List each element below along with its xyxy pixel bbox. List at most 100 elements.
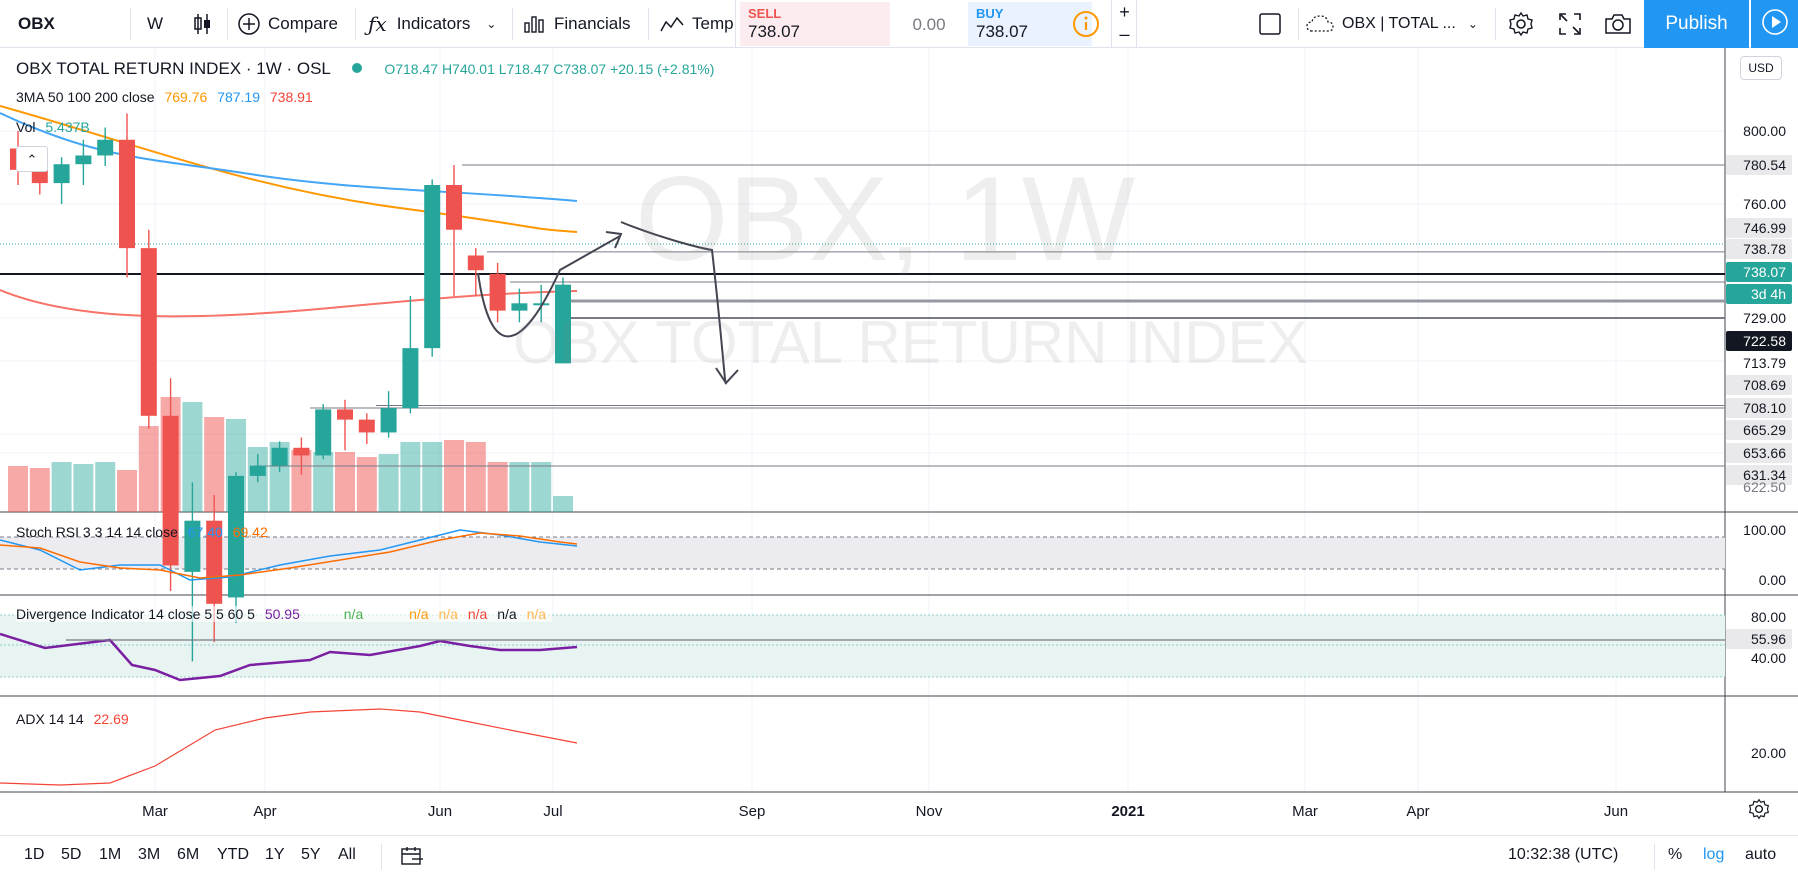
ma50-line (0, 105, 578, 233)
volume-bar (95, 462, 116, 512)
snapshot-button[interactable] (1604, 0, 1632, 48)
candle-body (140, 248, 157, 416)
candle-body (293, 447, 310, 456)
time-label: Mar (1292, 803, 1318, 820)
vol-value: 5.437B (45, 119, 90, 135)
goto-date-button[interactable] (400, 846, 424, 871)
plus-icon[interactable]: + (1119, 2, 1130, 22)
drawings (477, 221, 739, 385)
time-label: Apr (253, 803, 277, 820)
div-na-value: n/a (438, 606, 458, 622)
sell-button[interactable]: SELL 738.07 (740, 2, 890, 46)
div-legend-label: Divergence Indicator 14 close 5 5 60 5 (16, 606, 255, 622)
volume-bar (553, 496, 573, 512)
volume-bar (444, 440, 464, 512)
stoch-scale-label: 100.00 (1743, 522, 1786, 538)
price-label: 713.79 (1743, 355, 1786, 371)
interval-button[interactable]: W (147, 0, 163, 48)
div-scale-label: 55.96 (1726, 629, 1792, 649)
time-label: Nov (915, 803, 943, 820)
interval-label: W (147, 14, 164, 33)
div-scale-label: 40.00 (1750, 650, 1786, 666)
volume-bar (400, 442, 421, 512)
range-ytd-button[interactable]: YTD (217, 846, 249, 863)
div-na-value: n/a (526, 606, 547, 622)
volume-bar (313, 452, 334, 512)
function-icon: ƒx (368, 12, 387, 36)
range-all-button[interactable]: All (338, 846, 356, 863)
div-na-value: n/a (497, 606, 517, 622)
percent-scale-toggle[interactable]: % (1668, 846, 1683, 863)
settings-button[interactable] (1508, 0, 1534, 48)
chart-type-button[interactable] (193, 0, 213, 48)
volume-bar (8, 466, 28, 512)
range-5d-button[interactable]: 5D (61, 846, 82, 863)
candle-body (467, 255, 484, 271)
divergence-legend[interactable]: Divergence Indicator 14 close 5 5 60 5 5… (16, 606, 553, 622)
templates-button[interactable]: Temp (660, 0, 734, 48)
legend-title: OBX TOTAL RETURN INDEX · 1W · OSL (16, 59, 331, 78)
range-1m-button[interactable]: 1M (99, 846, 122, 863)
countdown-label: 3d 4h (1726, 284, 1792, 304)
ma200-value: 738.91 (269, 89, 313, 105)
ma-legend[interactable]: 3MA 50 100 200 close 769.76 787.19 738.9… (16, 89, 319, 105)
stoch-legend[interactable]: Stoch RSI 3 3 14 14 close 67.40 69.42 (16, 524, 274, 540)
symbol-search-button[interactable]: OBX (18, 0, 55, 48)
financials-label: Financials (554, 14, 631, 33)
volume-bar (117, 470, 137, 512)
volume-bar (356, 457, 377, 512)
candle-body (31, 169, 48, 184)
buy-button[interactable]: BUY 738.07 (968, 2, 1092, 46)
candle-body (97, 139, 114, 156)
adx-legend-label: ADX 14 14 (16, 711, 84, 727)
range-1y-button[interactable]: 1Y (265, 846, 285, 863)
adx-value: 22.69 (93, 711, 129, 727)
range-3m-button[interactable]: 3M (138, 846, 161, 863)
compare-button[interactable]: Compare (238, 0, 338, 48)
volume-bar (378, 454, 399, 512)
financials-button[interactable]: Financials (524, 0, 631, 48)
trade-widget: SELL 738.07 0.00 BUY 738.07 + – (735, 0, 1137, 48)
minus-icon[interactable]: – (1119, 24, 1130, 44)
publish-label: Publish (1665, 13, 1728, 34)
chart-settings-button[interactable] (1748, 798, 1770, 825)
publish-button[interactable]: Publish (1644, 0, 1749, 48)
volume-bar (487, 462, 508, 512)
log-scale-toggle[interactable]: log (1703, 846, 1725, 863)
time-label: Sep (738, 803, 766, 820)
candle-body (184, 520, 201, 572)
range-1d-button[interactable]: 1D (24, 846, 45, 863)
range-6m-button[interactable]: 6M (177, 846, 200, 863)
volume-bar (73, 464, 94, 512)
volume-bars (8, 397, 573, 512)
stoch-d-value: 69.42 (232, 524, 268, 540)
price-label: 746.99 (1726, 218, 1792, 238)
sell-price: 738.07 (748, 22, 800, 41)
volume-bar (204, 417, 225, 512)
candle-body (75, 155, 92, 165)
market-status-icon[interactable] (351, 63, 362, 73)
bottom-toolbar: 1D 5D 1M 3M 6M YTD 1Y 5Y All 10:32:38 (U… (0, 835, 1798, 878)
range-5y-button[interactable]: 5Y (301, 846, 321, 863)
layout-button[interactable]: OBX | TOTAL ... ⌄ (1306, 0, 1478, 48)
currency-button[interactable]: USD (1740, 56, 1782, 80)
fullscreen-button[interactable] (1558, 0, 1582, 48)
candle-body (249, 465, 266, 476)
candle-body (402, 348, 419, 409)
indicators-button[interactable]: ƒx Indicators ⌄ (368, 0, 496, 48)
volume-legend[interactable]: Vol 5.437B (16, 119, 96, 135)
candle-body (489, 273, 506, 311)
buy-price: 738.07 (976, 22, 1028, 41)
info-icon[interactable] (1072, 10, 1100, 43)
auto-scale-toggle[interactable]: auto (1745, 846, 1777, 863)
collapse-legend-button[interactable]: ⌃ (16, 146, 48, 172)
replay-button[interactable] (1751, 0, 1798, 48)
fullscreen-select-button[interactable] (1259, 0, 1281, 48)
stoch-scale-label: 0.00 (1758, 572, 1786, 588)
chart-canvas[interactable] (0, 48, 1798, 835)
clock-timezone-button[interactable]: 10:32:38 (UTC) (1508, 846, 1619, 863)
ma50-value: 769.76 (164, 89, 208, 105)
adx-legend[interactable]: ADX 14 14 22.69 (16, 711, 135, 727)
camera-icon (1604, 13, 1632, 35)
indicator-lines (0, 529, 1725, 786)
